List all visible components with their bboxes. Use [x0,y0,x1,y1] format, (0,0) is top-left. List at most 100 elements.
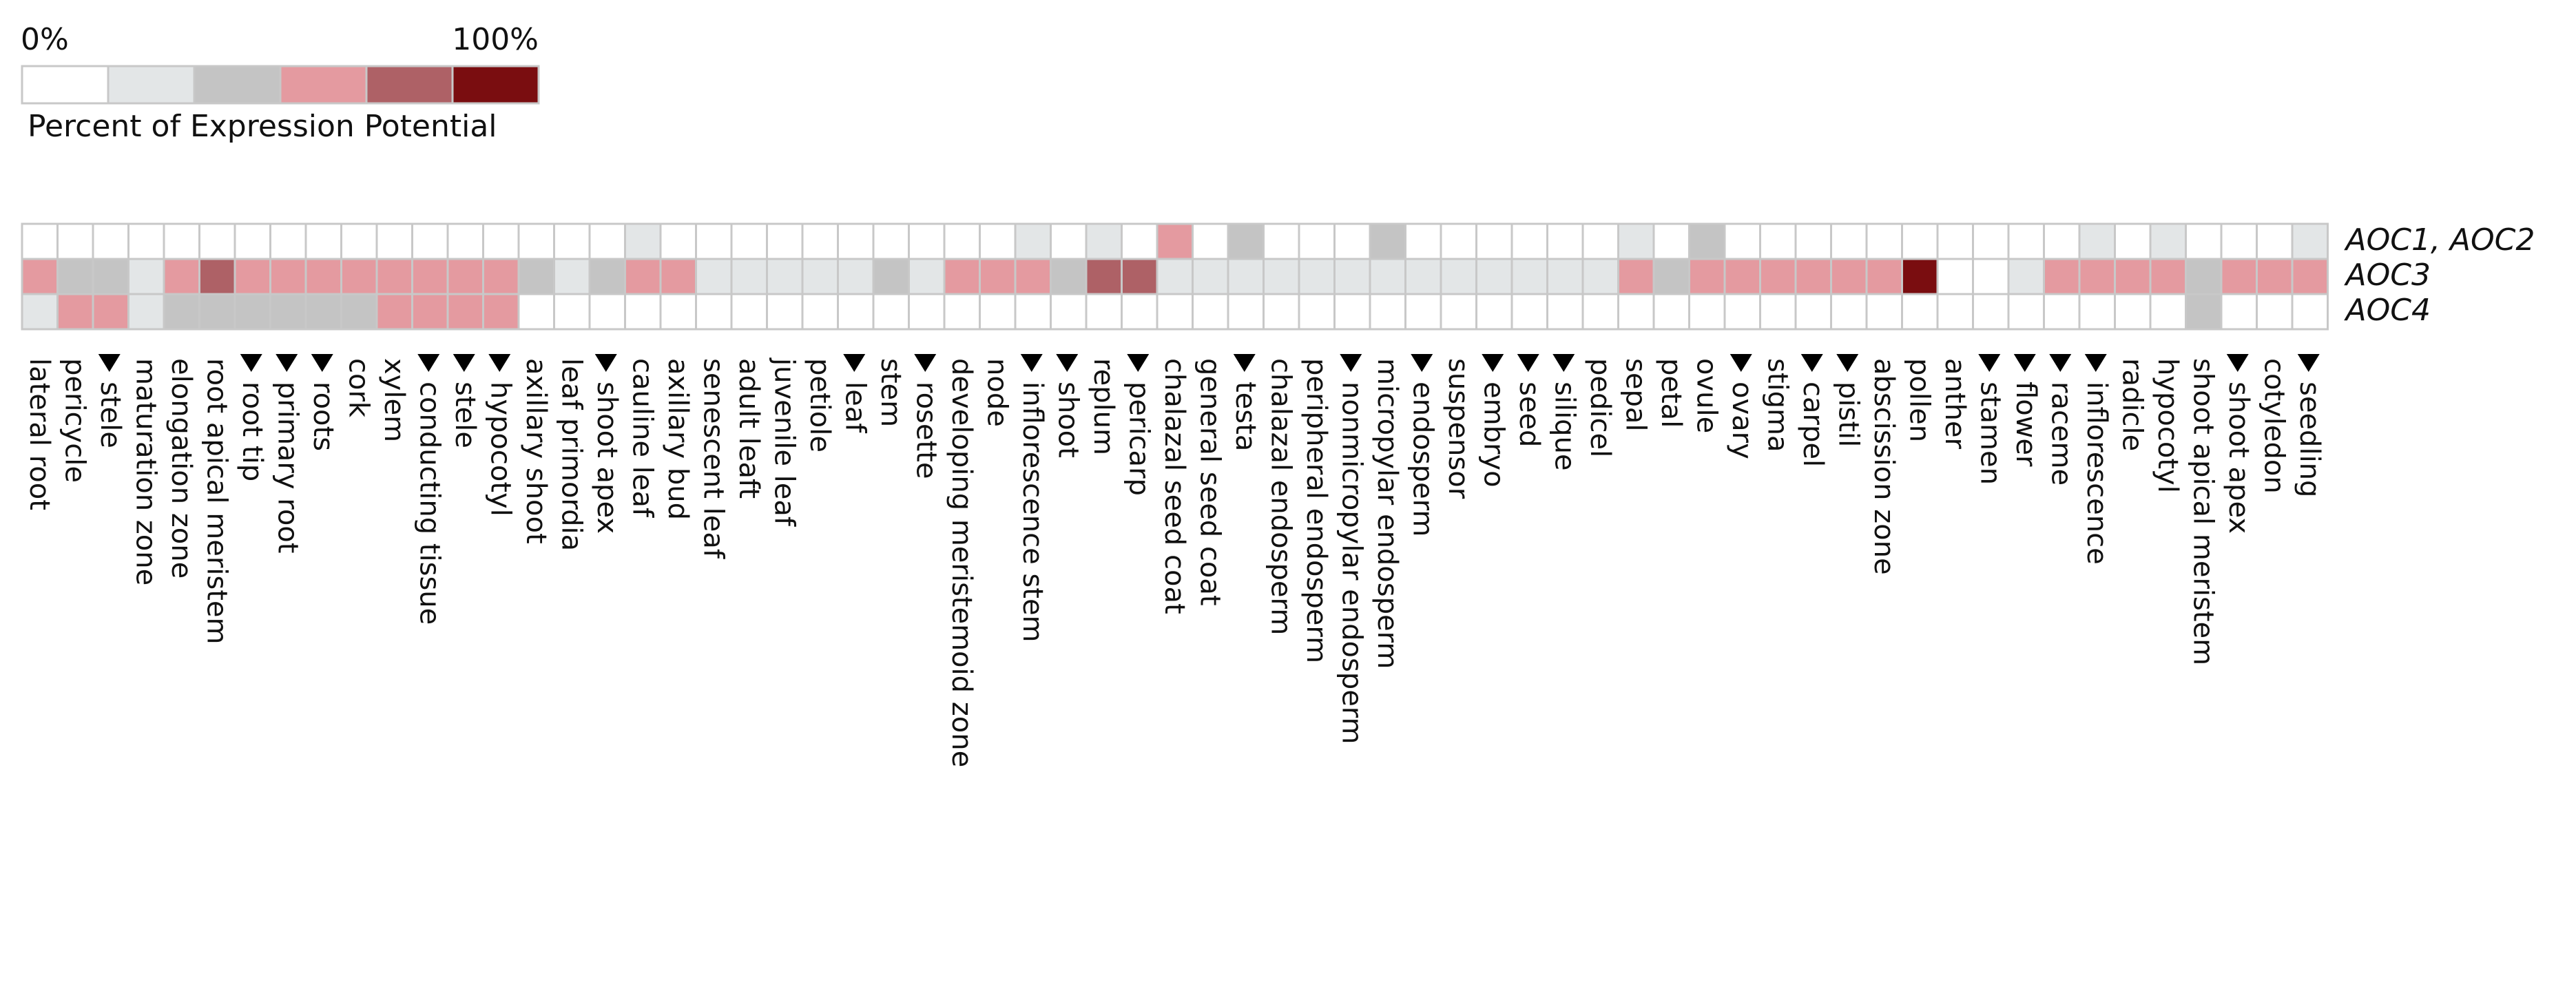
tissue-label: hypocotyl [484,354,516,517]
heatmap-cell [1617,258,1655,295]
heatmap-cell [127,222,165,260]
legend-box-1 [107,65,196,105]
hierarchy-arrow-icon [1127,354,1150,372]
hierarchy-arrow-icon [453,354,475,372]
heatmap-cell [1475,293,1513,331]
heatmap-cell [517,258,555,295]
tissue-label-text: inflorescence [2081,382,2112,565]
tissue-label-text: peripheral endosperm [1300,358,1332,663]
heatmap-cell [1404,258,1442,295]
tissue-label-text: petal [1655,358,1687,428]
heatmap-cell [1298,293,1336,331]
heatmap-cell [1794,293,1832,331]
tissue-label: radicle [2116,358,2148,451]
tissue-label-text: flower [2010,382,2042,467]
heatmap-cell [482,293,520,331]
tissue-label-text: axillary bud [662,358,694,520]
tissue-label: petiole [804,358,835,452]
hierarchy-arrow-icon [276,354,298,372]
tissue-label-text: ovary [1726,382,1758,459]
tissue-label: leaf primordia [555,358,587,551]
tissue-label: adult leaft [733,358,765,499]
heatmap-cell [624,258,662,295]
tissue-label: xylem [378,358,410,442]
heatmap-cell [1723,293,1761,331]
tissue-label: inflorescence stem [1017,354,1048,643]
heatmap-cell [1865,222,1903,260]
tissue-label: testa [1229,354,1261,451]
hierarchy-arrow-icon [1411,354,1433,372]
heatmap-cell [1369,222,1406,260]
heatmap-cell [979,293,1017,331]
heatmap-cell [2149,222,2187,260]
tissue-label: axillary shoot [520,358,552,544]
heatmap-cell [1404,293,1442,331]
tissue-label: carpel [1797,354,1829,467]
gene-row-label: AOC3 [2344,258,2431,293]
heatmap-cell [411,293,449,331]
heatmap-cell [411,258,449,295]
tissue-label-text: roots [307,382,339,451]
heatmap-cell [127,258,165,295]
heatmap-cell [1901,293,1939,331]
heatmap-cell [1546,293,1584,331]
heatmap-cell [943,293,981,331]
tissue-label-text: rosette [910,382,942,479]
tissue-label: lateral root [23,358,55,510]
heatmap-cell [2291,222,2329,260]
heatmap-cell [92,258,129,295]
heatmap-cell [1156,258,1194,295]
heatmap-cell [21,293,59,331]
tissue-label: seedling [2294,354,2325,497]
tissue-label: pericycle [59,358,90,483]
heatmap-cell [56,258,94,295]
heatmap-cell [659,222,697,260]
tissue-label-text: pericycle [59,358,90,483]
heatmap-cell [1936,222,1974,260]
heatmap-cell [730,222,768,260]
heatmap-cell [1652,293,1690,331]
heatmap-cell [1723,258,1761,295]
hierarchy-arrow-icon [2297,354,2320,372]
tissue-label-text: root tip [236,382,268,481]
heatmap-cell [127,293,165,331]
tissue-label-text: silique [1548,382,1580,471]
heatmap-cell [1652,222,1690,260]
tissue-label-text: nonmicropylar endosperm [1336,382,1367,745]
tissue-label: replum [1088,358,1119,455]
tissue-label: primary root [271,354,303,553]
tissue-label-text: carpel [1797,382,1829,467]
heatmap-cell [233,293,271,331]
tissue-label: stamen [1974,354,2006,485]
hierarchy-arrow-icon [2013,354,2036,372]
hierarchy-arrow-icon [1340,354,1362,372]
heatmap-cell [92,293,129,331]
tissue-label: flower [2010,354,2042,467]
heatmap-cell [908,258,946,295]
heatmap-cell [1617,222,1655,260]
heatmap-cell [624,293,662,331]
tissue-label-text: hypocotyl [484,382,516,517]
tissue-label: shoot [1052,354,1083,458]
heatmap-cell [1794,258,1832,295]
heatmap-cell [304,293,342,331]
heatmap-cell [56,222,94,260]
tissue-label-text: chalazal seed coat [1159,358,1190,614]
heatmap-cell [1830,293,1868,331]
heatmap-cell [1192,222,1229,260]
heatmap-cell [517,222,555,260]
tissue-label-text: developing meristemoid zone [946,358,977,767]
heatmap-cell [1121,258,1159,295]
hierarchy-arrow-icon [2049,354,2072,372]
hierarchy-arrow-icon [914,354,937,372]
heatmap-cell [163,258,200,295]
tissue-label-text: stele [94,382,126,448]
heatmap-cell [163,222,200,260]
tissue-label-text: primary root [271,382,303,553]
heatmap-cell [730,258,768,295]
heatmap-cell [1050,222,1088,260]
tissue-label-text: chalazal endosperm [1265,358,1296,635]
tissue-label-text: anther [1939,358,1971,450]
heatmap-cell [304,222,342,260]
heatmap-cell [872,222,910,260]
